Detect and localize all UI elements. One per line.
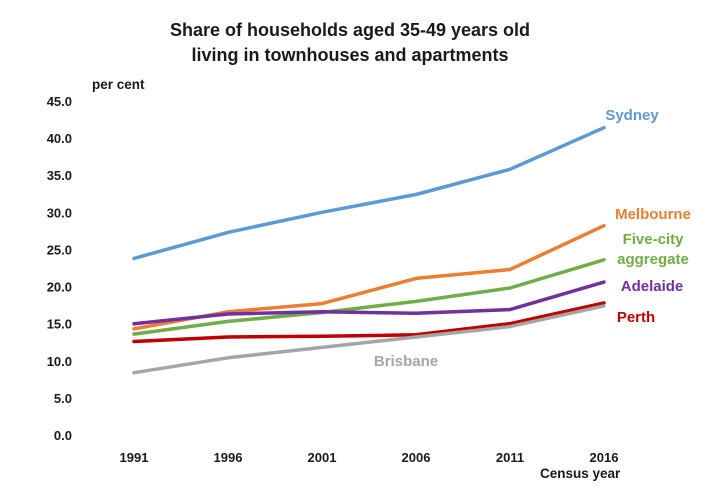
x-tick-label: 2006 — [402, 450, 431, 465]
series-label-sydney: Sydney — [605, 107, 659, 124]
x-tick-label: 2011 — [496, 450, 524, 465]
y-tick-label: 10.0 — [47, 354, 72, 369]
series-label-adelaide: Adelaide — [621, 278, 684, 295]
x-tick-label: 2016 — [590, 450, 619, 465]
series-lines — [132, 125, 606, 375]
y-tick-label: 35.0 — [47, 168, 72, 183]
series-line-adelaide — [132, 280, 606, 326]
series-labels: Sydney Melbourne Five-city aggregate Adelaid… — [374, 107, 691, 370]
y-tick-label: 20.0 — [47, 280, 72, 295]
y-tick-label: 15.0 — [47, 317, 72, 332]
y-tick-label: 40.0 — [47, 131, 72, 146]
series-label-perth: Perth — [617, 309, 655, 326]
series-label-five-city-aggregate: Five-city aggregate — [617, 231, 689, 268]
y-tick-label: 0.0 — [54, 428, 72, 443]
series-label-brisbane: Brisbane — [374, 353, 438, 370]
y-axis-label: per cent — [92, 77, 145, 92]
y-tick-label: 25.0 — [47, 242, 72, 257]
x-tick-label: 2001 — [308, 450, 337, 465]
x-tick-label: 1991 — [120, 450, 149, 465]
chart-title-line-2: living in townhouses and apartments — [191, 45, 509, 65]
series-line-five-city-aggregate — [132, 258, 606, 336]
series-line-brisbane — [132, 304, 606, 375]
y-tick-label: 5.0 — [54, 391, 72, 406]
x-axis-label: Census year — [540, 466, 621, 481]
chart-title: Share of households aged 35-49 years old… — [60, 18, 640, 68]
series-label-melbourne: Melbourne — [615, 206, 691, 223]
x-tick-label: 1996 — [214, 450, 243, 465]
y-axis-ticks: 0.0 5.0 10.0 15.0 20.0 25.0 30.0 35.0 40.0 45.0 — [47, 94, 72, 443]
series-line-perth — [132, 301, 606, 344]
x-axis-ticks: 1991 1996 2001 2006 2011 2016 — [120, 450, 619, 465]
chart-title-line-1: Share of households aged 35-49 years old — [169, 20, 531, 40]
y-tick-label: 30.0 — [47, 205, 72, 220]
series-line-sydney — [132, 125, 606, 261]
y-tick-label: 45.0 — [47, 94, 72, 109]
